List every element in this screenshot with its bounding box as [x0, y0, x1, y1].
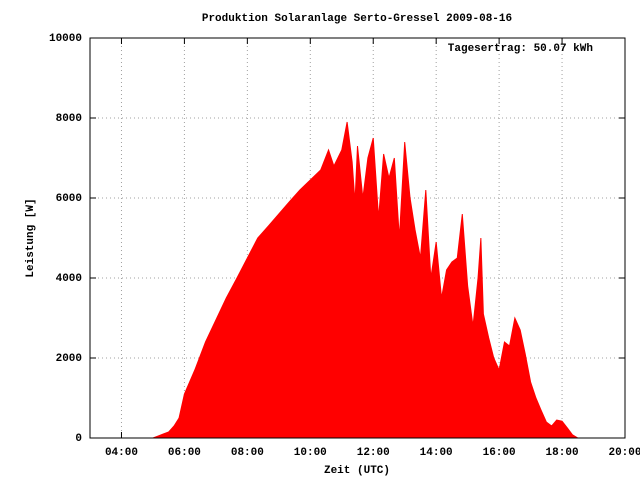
x-tick-label: 08:00 — [231, 447, 264, 459]
x-tick-label: 14:00 — [420, 447, 453, 459]
y-tick-label: 10000 — [49, 33, 82, 45]
x-tick-label: 06:00 — [168, 447, 201, 459]
y-tick-label: 6000 — [56, 193, 82, 205]
x-tick-label: 18:00 — [546, 447, 579, 459]
x-tick-label: 10:00 — [294, 447, 327, 459]
y-tick-label: 4000 — [56, 273, 82, 285]
y-axis-label: Leistung [W] — [25, 198, 37, 277]
plot-frame — [89, 37, 626, 439]
x-tick-label: 04:00 — [105, 447, 138, 459]
y-tick-label: 0 — [75, 433, 82, 445]
y-tick-label: 8000 — [56, 113, 82, 125]
y-tick-label: 2000 — [56, 353, 82, 365]
x-tick-label: 20:00 — [608, 447, 640, 459]
x-axis-label: Zeit (UTC) — [324, 465, 390, 477]
x-tick-label: 16:00 — [483, 447, 516, 459]
area — [152, 121, 580, 439]
annotation: Tagesertrag: 50.07 kWh — [448, 43, 593, 55]
chart-title: Produktion Solaranlage Serto-Gressel 200… — [202, 13, 512, 25]
x-tick-label: 12:00 — [357, 447, 390, 459]
